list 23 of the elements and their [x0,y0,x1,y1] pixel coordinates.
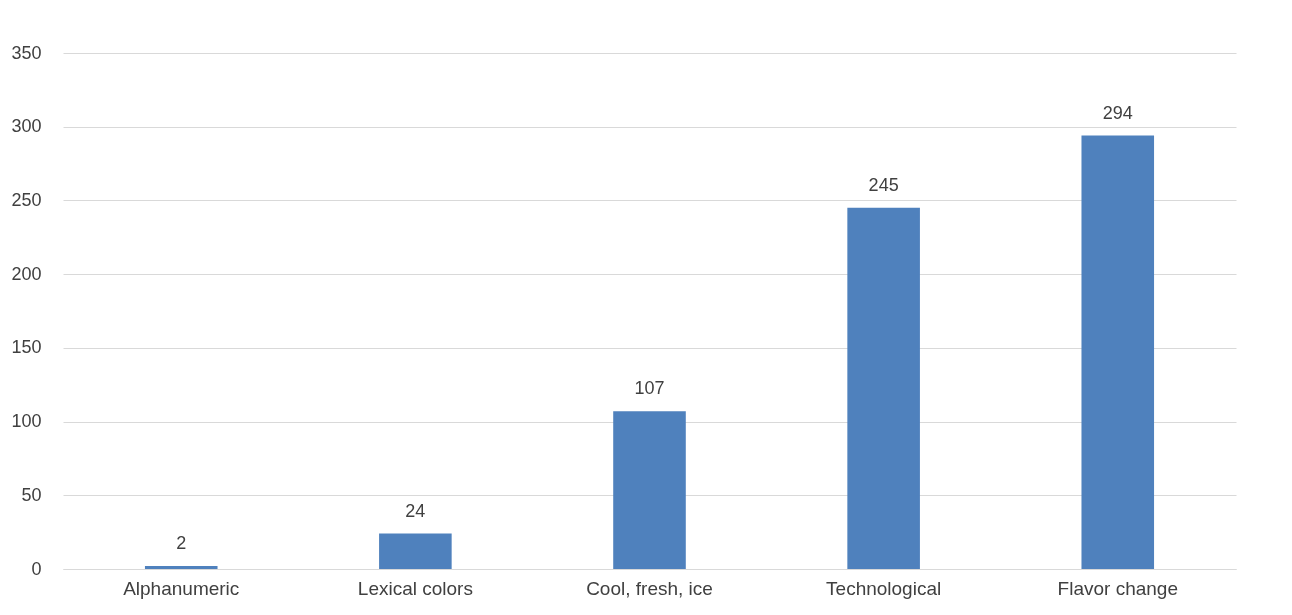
x-tick-label: Cool, fresh, ice [586,577,713,599]
y-tick-label: 350 [11,42,42,63]
y-tick-label: 300 [11,116,42,137]
bar [847,207,920,569]
x-tick-label: Lexical colors [357,577,473,599]
bar [379,533,452,569]
data-label: 107 [634,378,665,399]
y-tick-label: 0 [31,558,42,579]
data-label: 245 [868,174,899,195]
x-tick-label: Technological [826,577,942,599]
bar [613,411,686,569]
y-tick-label: 50 [21,484,42,505]
x-tick-label: Flavor change [1057,577,1178,599]
bar [1081,135,1155,569]
y-tick-label: 250 [11,189,42,210]
y-tick-label: 200 [11,263,42,284]
y-tick-label: 100 [11,411,42,432]
data-label: 294 [1102,102,1133,123]
x-tick-label: Alphanumeric [123,577,240,599]
data-label: 24 [405,500,426,521]
y-tick-label: 150 [11,337,42,358]
bar [144,566,218,569]
data-label: 2 [176,533,187,554]
